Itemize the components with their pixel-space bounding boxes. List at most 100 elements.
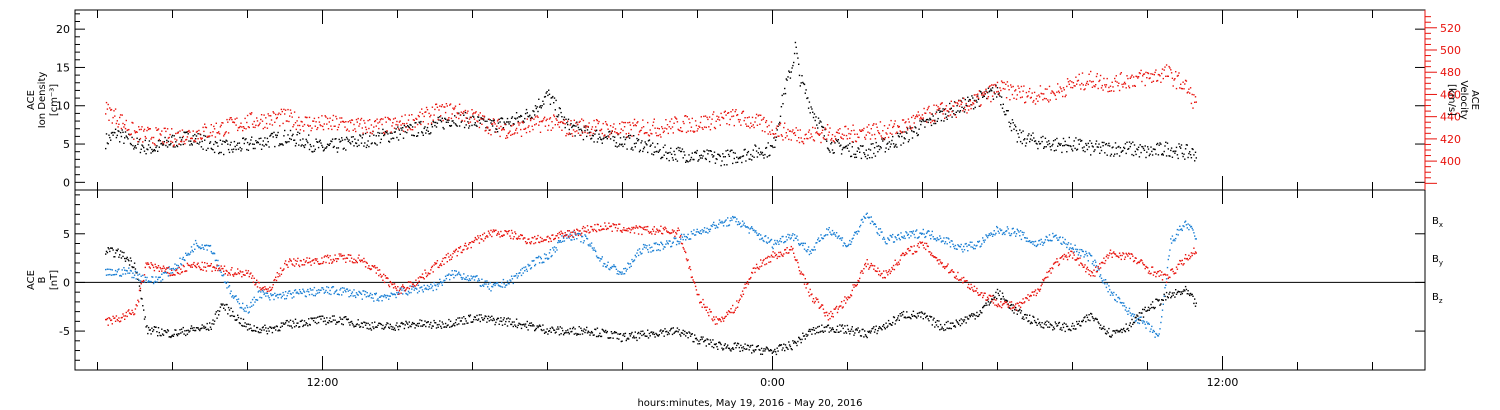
data-point xyxy=(446,119,448,121)
data-point xyxy=(675,330,677,333)
data-point xyxy=(626,148,628,150)
data-point xyxy=(896,146,898,148)
data-point xyxy=(853,334,855,336)
data-point xyxy=(257,125,259,127)
data-point xyxy=(114,132,116,134)
data-point xyxy=(110,247,113,249)
data-point xyxy=(589,134,591,137)
data-point xyxy=(548,124,550,127)
data-point xyxy=(788,344,791,346)
data-point xyxy=(169,268,171,270)
data-point xyxy=(511,321,514,323)
data-point xyxy=(119,250,122,252)
data-point xyxy=(506,136,509,139)
data-point xyxy=(229,292,231,295)
data-point xyxy=(1066,325,1068,328)
data-point xyxy=(812,329,814,331)
data-point xyxy=(1178,143,1180,145)
data-point xyxy=(599,332,601,335)
data-point xyxy=(581,129,583,132)
data-point xyxy=(507,282,509,285)
data-point xyxy=(1068,328,1070,330)
data-point xyxy=(1139,72,1141,75)
data-point xyxy=(184,131,186,134)
data-point xyxy=(357,117,359,120)
data-point xyxy=(487,132,490,135)
data-point xyxy=(752,349,754,351)
data-point xyxy=(139,151,142,154)
data-point xyxy=(124,137,126,139)
data-point xyxy=(125,135,127,137)
data-point xyxy=(519,323,521,325)
data-point xyxy=(657,335,660,337)
data-point xyxy=(446,274,448,276)
data-point xyxy=(257,291,259,293)
data-point xyxy=(216,132,218,134)
data-point xyxy=(680,332,683,334)
data-point xyxy=(1062,87,1065,89)
data-point xyxy=(540,120,542,122)
data-point xyxy=(1012,85,1014,88)
data-point xyxy=(358,324,360,326)
data-point xyxy=(339,316,341,319)
data-point xyxy=(460,111,462,113)
data-point xyxy=(562,121,564,123)
data-point xyxy=(260,331,262,334)
data-point xyxy=(123,267,125,269)
data-point xyxy=(463,278,466,280)
data-point xyxy=(837,129,839,131)
data-point xyxy=(268,146,270,148)
data-point xyxy=(1024,145,1027,147)
data-point xyxy=(388,118,391,120)
data-point xyxy=(785,346,787,348)
data-point xyxy=(973,99,976,102)
data-point xyxy=(1034,103,1037,105)
data-point xyxy=(134,270,137,273)
data-point xyxy=(237,298,240,300)
data-point xyxy=(312,289,314,291)
data-point xyxy=(919,311,921,314)
data-point xyxy=(722,222,724,224)
data-point xyxy=(765,146,768,149)
data-point xyxy=(721,160,723,162)
data-point xyxy=(678,149,680,152)
data-point xyxy=(124,124,126,126)
data-point xyxy=(1026,96,1028,98)
data-point xyxy=(199,133,201,135)
data-point xyxy=(284,298,286,300)
data-point xyxy=(170,336,172,339)
data-point xyxy=(142,145,144,147)
data-point xyxy=(249,142,251,145)
data-point xyxy=(774,239,776,242)
data-point xyxy=(308,318,310,320)
data-point xyxy=(933,317,935,319)
data-point xyxy=(248,143,250,146)
data-point xyxy=(756,234,759,236)
data-point xyxy=(258,331,260,334)
data-point xyxy=(261,120,264,122)
data-point xyxy=(864,334,867,336)
data-point xyxy=(180,139,183,141)
data-point xyxy=(856,150,858,152)
data-point xyxy=(230,117,232,119)
data-point xyxy=(853,153,855,155)
data-point xyxy=(581,235,583,238)
plasma-data-points xyxy=(105,41,1197,167)
data-point xyxy=(741,112,743,114)
data-point xyxy=(128,264,131,266)
data-point xyxy=(715,224,717,227)
magnetic-field-data-points xyxy=(105,212,1197,356)
data-point xyxy=(1046,320,1048,322)
data-point xyxy=(286,141,288,143)
data-point xyxy=(222,122,224,124)
data-point xyxy=(489,119,491,121)
data-point xyxy=(483,283,486,285)
data-point xyxy=(925,316,927,319)
data-point xyxy=(525,131,528,134)
data-point xyxy=(793,52,796,55)
data-point xyxy=(1059,328,1061,331)
data-point xyxy=(354,138,356,140)
data-point xyxy=(562,122,565,125)
data-point xyxy=(698,340,700,342)
data-point xyxy=(192,251,194,253)
